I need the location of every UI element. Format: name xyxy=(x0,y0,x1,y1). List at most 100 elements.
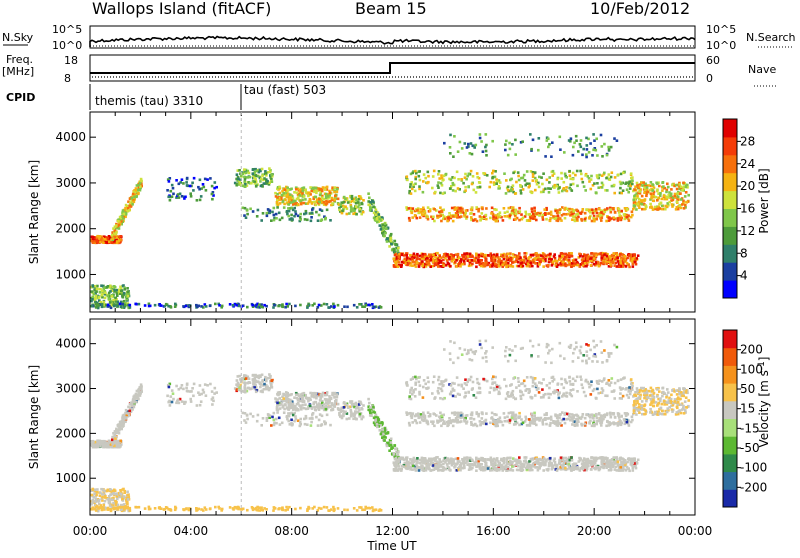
y-tick-label: 4000 xyxy=(55,130,86,144)
data-cell xyxy=(591,220,594,223)
data-cell xyxy=(360,197,363,200)
data-cell xyxy=(215,391,218,394)
data-cell xyxy=(252,168,255,171)
data-cell xyxy=(630,177,633,180)
data-cell xyxy=(362,199,365,202)
data-cell xyxy=(475,191,478,194)
data-cell xyxy=(186,184,189,187)
data-cell xyxy=(383,439,386,442)
data-cell xyxy=(669,195,672,198)
data-cell xyxy=(183,197,186,200)
freq-tick-top: 18 xyxy=(64,54,78,67)
data-cell xyxy=(103,287,106,290)
data-cell xyxy=(287,394,290,397)
data-cell xyxy=(329,424,332,427)
data-cell xyxy=(243,381,246,384)
data-cell xyxy=(333,392,336,395)
data-cell xyxy=(292,209,295,212)
data-cell xyxy=(276,193,279,196)
data-cell xyxy=(432,175,435,178)
data-cell xyxy=(625,181,628,184)
data-cell xyxy=(481,208,484,211)
data-cell xyxy=(91,305,94,308)
data-cell xyxy=(134,506,137,509)
data-cell xyxy=(192,395,195,398)
data-cell xyxy=(171,184,174,187)
data-cell xyxy=(572,178,575,181)
data-cell xyxy=(256,170,259,173)
data-cell xyxy=(112,299,115,302)
data-cell xyxy=(440,174,443,177)
data-cell xyxy=(387,237,390,240)
data-cell xyxy=(596,182,599,185)
data-cell xyxy=(238,169,241,172)
data-cell xyxy=(600,257,603,260)
data-cell xyxy=(320,219,323,222)
data-cell xyxy=(355,404,358,407)
data-cell xyxy=(283,206,286,209)
data-cell xyxy=(351,403,354,406)
data-cell xyxy=(282,192,285,195)
data-cell xyxy=(498,265,501,268)
data-cell xyxy=(613,184,616,187)
data-cell xyxy=(331,402,334,405)
data-cell xyxy=(127,498,130,501)
data-cell xyxy=(390,438,393,441)
data-cell xyxy=(628,219,631,222)
data-cell xyxy=(558,255,561,258)
data-cell xyxy=(92,499,95,502)
data-cell xyxy=(397,451,400,454)
data-cell xyxy=(528,213,531,216)
data-cell xyxy=(203,186,206,189)
data-cell xyxy=(336,393,339,396)
data-cell xyxy=(518,252,521,255)
data-cell xyxy=(307,195,310,198)
data-cell xyxy=(154,507,157,510)
data-cell xyxy=(211,390,214,393)
data-cell xyxy=(581,262,584,265)
data-cell xyxy=(172,193,175,196)
data-cell xyxy=(478,208,481,211)
data-cell xyxy=(380,306,383,309)
data-cell xyxy=(421,255,424,258)
data-cell xyxy=(340,409,343,412)
data-cell xyxy=(178,388,181,391)
data-cell xyxy=(633,253,636,256)
data-cell xyxy=(401,261,404,264)
data-cell xyxy=(372,410,375,413)
data-cell xyxy=(178,402,181,405)
data-cell xyxy=(166,189,169,192)
data-cell xyxy=(273,419,276,422)
data-cell xyxy=(442,264,445,267)
freq-tick-bottom: 8 xyxy=(64,72,71,85)
data-cell xyxy=(631,179,634,182)
data-cell xyxy=(544,213,547,216)
data-cell xyxy=(127,295,130,298)
data-cell xyxy=(398,253,401,256)
data-cell xyxy=(579,170,582,173)
data-cell xyxy=(259,180,262,183)
data-cell xyxy=(585,153,588,156)
data-cell xyxy=(552,215,555,218)
data-cell xyxy=(383,235,386,238)
data-cell xyxy=(110,510,113,513)
data-cell xyxy=(464,142,467,145)
data-cell xyxy=(281,217,284,220)
data-cell xyxy=(578,253,581,256)
data-cell xyxy=(337,403,340,406)
data-cell xyxy=(637,254,640,257)
data-cell xyxy=(411,188,414,191)
data-cell xyxy=(551,264,554,267)
data-cell xyxy=(538,186,541,189)
data-cell xyxy=(452,220,455,223)
data-cell xyxy=(650,181,653,184)
data-cell xyxy=(479,263,482,266)
data-cell xyxy=(246,306,249,309)
data-cell xyxy=(200,400,203,403)
data-cell xyxy=(124,491,127,494)
data-cell xyxy=(260,178,263,181)
data-cell xyxy=(577,150,580,153)
data-cell xyxy=(422,210,425,213)
data-cell xyxy=(544,188,547,191)
data-cell xyxy=(460,178,463,181)
